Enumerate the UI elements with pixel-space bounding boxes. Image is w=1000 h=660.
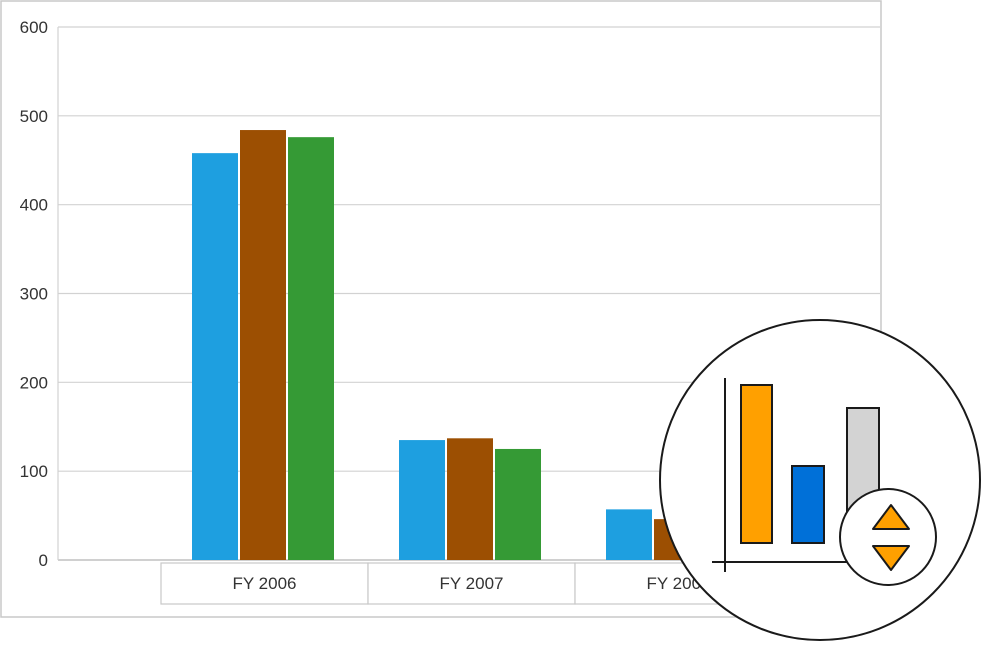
y-tick-label: 100 xyxy=(20,462,48,481)
icon-bar-orange xyxy=(740,384,773,544)
y-tick-label: 600 xyxy=(20,18,48,37)
y-axis-tick-labels: 0 100 200 300 400 500 600 xyxy=(20,18,48,570)
y-tick-label: 400 xyxy=(20,196,48,215)
x-category-label: FY 2007 xyxy=(440,574,504,593)
sort-ascending-arrow-icon[interactable] xyxy=(872,504,910,530)
y-tick-label: 200 xyxy=(20,373,48,392)
bar[interactable] xyxy=(606,509,652,560)
y-tick-label: 500 xyxy=(20,107,48,126)
category-label-box xyxy=(367,562,576,605)
bar[interactable] xyxy=(399,440,445,560)
category-label-box xyxy=(160,562,369,605)
bar[interactable] xyxy=(192,153,238,561)
bar[interactable] xyxy=(495,448,541,560)
bar[interactable] xyxy=(447,438,493,560)
bar[interactable] xyxy=(240,130,286,560)
column-chart-sort-icon[interactable] xyxy=(659,319,981,641)
x-category-label: FY 2006 xyxy=(233,574,297,593)
icon-bar-blue xyxy=(791,465,825,544)
y-tick-label: 0 xyxy=(39,551,48,570)
y-tick-label: 300 xyxy=(20,285,48,304)
sort-descending-arrow-icon[interactable] xyxy=(872,545,910,571)
bars xyxy=(192,130,748,561)
bar[interactable] xyxy=(288,137,334,561)
sort-button-circle[interactable] xyxy=(839,488,937,586)
